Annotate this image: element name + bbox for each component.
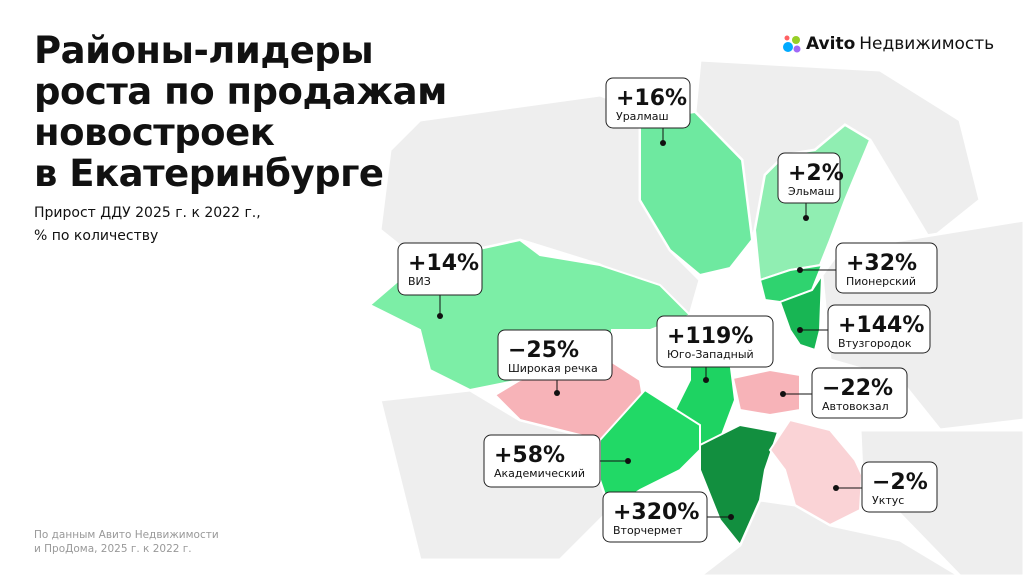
title-line: Районы-лидеры <box>34 29 374 72</box>
district-value: +32% <box>846 251 917 276</box>
label-box <box>861 461 938 513</box>
logo: Avito Недвижимость <box>782 34 994 54</box>
label-box <box>777 152 841 204</box>
source-line: и ПроДома, 2025 г. к 2022 г. <box>34 543 192 555</box>
source: По данным Авито Недвижимости и ПроДома, … <box>34 528 219 556</box>
district-label: +144%Втузгородок <box>797 304 931 354</box>
district-label: −22%Автовокзал <box>780 367 908 419</box>
pointer-dot <box>803 215 809 221</box>
district-labels: +16%Уралмаш+2%Эльмаш+32%Пионерский+144%В… <box>397 77 938 543</box>
label-box <box>827 304 931 354</box>
district-shape <box>731 368 801 417</box>
district-value: −25% <box>508 338 579 363</box>
title: Районы-лидеры роста по продажам новостро… <box>34 30 447 194</box>
district-value: +144% <box>838 313 924 338</box>
district-label: +119%Юго-Западный <box>656 315 774 383</box>
district-name: Юго-Западный <box>667 348 754 361</box>
district-shape <box>699 423 780 547</box>
district-name: Широкая речка <box>508 362 598 375</box>
district-name: Уктус <box>872 494 904 507</box>
district-label: −2%Уктус <box>833 461 938 513</box>
district-name: Вторчермет <box>613 524 683 537</box>
title-line: роста по продажам <box>34 70 447 113</box>
district-value: −2% <box>872 470 928 495</box>
district-shape <box>639 110 754 277</box>
subtitle-line: Прирост ДДУ 2025 г. к 2022 г., <box>34 205 261 221</box>
district-label: +14%ВИЗ <box>397 242 483 319</box>
district-shape <box>768 418 864 527</box>
district-name: Пионерский <box>846 275 916 288</box>
district-shape <box>599 388 701 512</box>
district-value: −22% <box>822 376 893 401</box>
district-name: Академический <box>494 467 585 480</box>
label-box <box>602 491 708 543</box>
logo-brand: Avito <box>806 34 856 54</box>
pointer-dot <box>554 390 560 396</box>
districts <box>368 110 872 547</box>
pointer-dot <box>625 458 631 464</box>
district-label: +320%Вторчермет <box>602 491 734 543</box>
district-label: −25%Широкая речка <box>497 329 613 396</box>
district-label: +16%Уралмаш <box>605 77 691 146</box>
subtitle: Прирост ДДУ 2025 г. к 2022 г., % по коли… <box>34 202 261 248</box>
label-box <box>497 329 613 381</box>
label-box <box>397 242 483 296</box>
pointer-dot <box>728 514 734 520</box>
district-value: +14% <box>408 251 479 276</box>
pointer-dot <box>833 485 839 491</box>
pointer-dot <box>437 313 443 319</box>
source-line: По данным Авито Недвижимости <box>34 529 219 541</box>
district-name: Эльмаш <box>788 185 834 198</box>
label-box <box>605 77 691 129</box>
title-line: в Екатеринбурге <box>34 152 384 195</box>
district-name: Автовокзал <box>822 400 889 413</box>
district-value: +2% <box>788 161 844 186</box>
logo-product: Недвижимость <box>859 34 995 54</box>
logo-icon <box>783 35 801 53</box>
label-box <box>811 367 908 419</box>
pointer-dot <box>660 140 666 146</box>
pointer-dot <box>797 267 803 273</box>
district-value: +320% <box>613 500 699 525</box>
district-name: ВИЗ <box>408 275 431 288</box>
district-label: +2%Эльмаш <box>777 152 844 221</box>
pointer-dot <box>703 377 709 383</box>
district-value: +58% <box>494 443 565 468</box>
subtitle-line: % по количеству <box>34 228 159 244</box>
district-label: +58%Академический <box>483 434 631 488</box>
district-value: +16% <box>616 86 687 111</box>
title-line: новостроек <box>34 111 275 154</box>
pointer-dot <box>780 391 786 397</box>
label-box <box>656 315 774 368</box>
district-name: Уралмаш <box>616 110 669 123</box>
pointer-dot <box>797 327 803 333</box>
district-name: Втузгородок <box>838 337 912 350</box>
district-value: +119% <box>667 324 753 349</box>
label-box <box>835 242 938 294</box>
district-label: +32%Пионерский <box>797 242 938 294</box>
district-shape <box>778 271 824 352</box>
label-box <box>483 434 601 488</box>
